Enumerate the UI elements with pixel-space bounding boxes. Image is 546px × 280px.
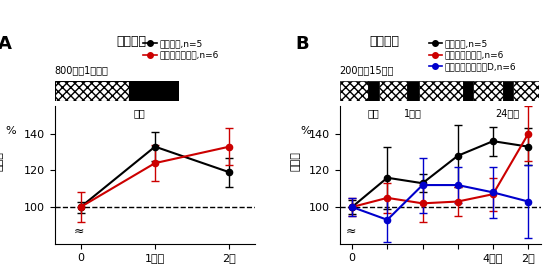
Text: 24時間: 24時間	[496, 109, 520, 119]
Text: %: %	[5, 126, 16, 136]
Bar	[513, 81, 538, 101]
Legend: リンゲル,n=5, アニソマイシン,n=6: リンゲル,n=5, アニソマイシン,n=6	[144, 39, 219, 60]
Bar	[503, 81, 513, 101]
Text: 分散学習: 分散学習	[370, 35, 400, 48]
Legend: リンゲル,n=5, アニソマイシン,n=6, アクチノマイシンD,n=6: リンゲル,n=5, アニソマイシン,n=6, アクチノマイシンD,n=6	[429, 39, 517, 71]
Text: 応答数: 応答数	[290, 151, 300, 171]
Text: 800回（1時間）: 800回（1時間）	[55, 65, 109, 75]
Text: 休歇: 休歇	[133, 109, 145, 119]
Text: 注制率: 注制率	[0, 151, 3, 171]
Bar	[463, 81, 473, 101]
Bar	[55, 81, 129, 101]
Text: 200回！15分）: 200回！15分）	[340, 65, 394, 75]
Text: 休歇: 休歇	[367, 109, 379, 119]
Bar	[367, 81, 379, 101]
Text: 集中学習: 集中学習	[116, 35, 146, 48]
Text: ≈: ≈	[74, 225, 85, 238]
Bar	[419, 81, 463, 101]
Bar	[407, 81, 419, 101]
Text: B: B	[295, 35, 309, 53]
Bar	[129, 81, 179, 101]
Text: ≈: ≈	[346, 225, 357, 238]
Bar	[379, 81, 407, 101]
Text: 1時間: 1時間	[405, 109, 422, 119]
Bar	[473, 81, 503, 101]
Text: %: %	[300, 126, 311, 136]
Bar	[340, 81, 367, 101]
Text: A: A	[0, 35, 12, 53]
